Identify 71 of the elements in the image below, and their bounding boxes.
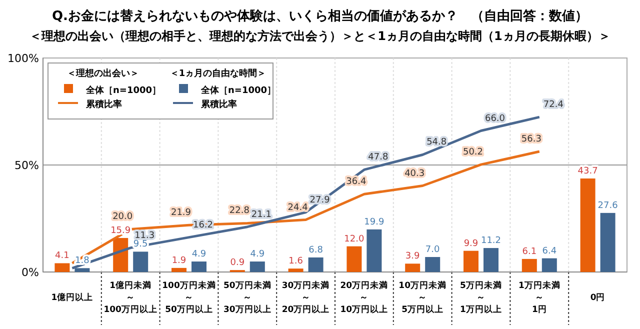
bar	[425, 257, 440, 272]
bar	[405, 264, 420, 272]
bar	[133, 252, 148, 272]
data-label: 36.4	[346, 177, 366, 188]
bar	[542, 258, 557, 272]
data-label: 11.2	[480, 236, 502, 246]
text: ＜1ヵ月の自由な時間＞	[170, 69, 266, 79]
bar	[346, 246, 362, 272]
data-label: 40.3	[404, 168, 425, 179]
legend-label: 全体［n=1000］	[85, 85, 161, 96]
data-label: 66.0	[484, 114, 506, 124]
data-label: 24.4	[288, 202, 308, 213]
y-tick-label: 50%	[14, 159, 39, 172]
data-label: 11.3	[134, 230, 155, 241]
x-tick-label: 1億円未満～100万円以上	[104, 280, 158, 315]
data-label: 50.2	[462, 148, 484, 158]
y-tick-label: 100%	[8, 52, 39, 65]
x-tick-label: 10万円未満～5万円以上	[398, 280, 447, 315]
bar	[308, 257, 324, 272]
x-tick-label: 1万円未満～1円	[518, 280, 560, 315]
bar	[54, 263, 70, 272]
data-label: 4.9	[192, 250, 206, 260]
data-label: 21.9	[170, 208, 192, 218]
data-label: 1.9	[172, 256, 186, 266]
bar	[580, 178, 596, 272]
line-series	[70, 116, 541, 270]
data-label: 3.9	[405, 252, 420, 262]
x-tick-label: 50万円未満～30万円以上	[223, 280, 272, 315]
x-tick-label: 20万円未満～10万円以上	[340, 280, 388, 315]
bar	[192, 262, 206, 272]
text: ＜理想の出会い＞	[67, 69, 139, 79]
data-label: 6.1	[522, 246, 537, 257]
x-tick-label: 100万円未満～50万円以上	[162, 280, 216, 315]
data-label: 27.6	[598, 200, 618, 211]
data-label: 6.4	[542, 246, 557, 256]
bar	[250, 262, 265, 272]
legend-label: 累積比率	[200, 99, 237, 110]
data-label: 47.8	[368, 152, 388, 163]
data-label: 19.9	[364, 217, 384, 228]
data-label: 54.8	[426, 138, 447, 148]
data-label: 6.8	[308, 245, 324, 256]
data-label: 7.0	[425, 245, 440, 256]
y-tick-label: 0%	[22, 266, 39, 279]
chart-title: Q.お金には替えられないものや体験は、いくら相当の価値があるか？ （自由回答：数値）	[52, 9, 588, 24]
bar	[600, 212, 616, 272]
data-label: 21.1	[251, 210, 272, 220]
legend-label: 累積比率	[85, 99, 122, 110]
bar	[366, 229, 382, 272]
bar	[484, 248, 498, 272]
data-label: 4.9	[250, 250, 265, 260]
bar	[522, 258, 537, 272]
legend-label: 全体［n=1000］	[200, 85, 276, 96]
data-label: 72.4	[543, 100, 564, 110]
x-tick-label: 1億円以上	[51, 292, 94, 303]
data-label: 43.7	[578, 166, 598, 176]
data-label: 1.6	[288, 256, 304, 267]
bar	[288, 268, 304, 272]
bar	[113, 238, 128, 272]
data-label: 4.1	[55, 251, 70, 262]
bar	[464, 250, 478, 272]
data-label: 12.0	[344, 234, 364, 244]
data-label: 20.0	[112, 212, 133, 222]
data-label: 22.8	[229, 206, 250, 216]
chart-subtitle: ＜理想の出会い（理想の相手と、理想的な方法で出会う）＞と＜1ヵ月の自由な時間（1ヵ月の長期休暇）＞	[30, 29, 610, 43]
data-label: 9.9	[464, 238, 478, 249]
data-label: 56.3	[521, 134, 542, 145]
data-label: 0.9	[230, 258, 245, 268]
x-tick-label: 30万円未満～20万円以上	[282, 280, 330, 315]
x-tick-label: 0円	[590, 292, 606, 303]
x-tick-label: 5万円未満～1万円以上	[460, 280, 502, 315]
bar	[172, 268, 186, 272]
